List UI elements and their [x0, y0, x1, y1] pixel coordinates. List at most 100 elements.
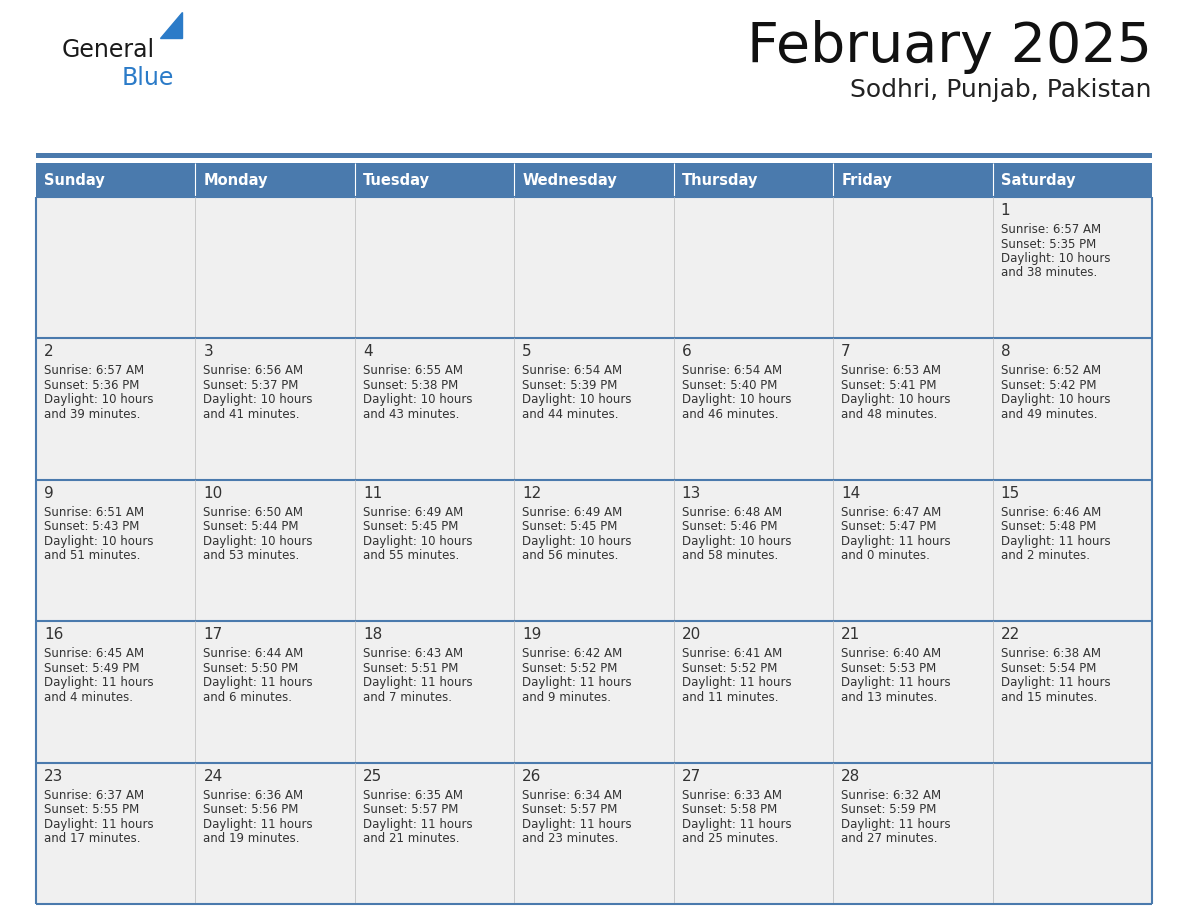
Text: Sunrise: 6:45 AM: Sunrise: 6:45 AM [44, 647, 144, 660]
Text: Daylight: 10 hours: Daylight: 10 hours [44, 535, 153, 548]
Bar [355, 339, 514, 480]
Text: Daylight: 11 hours: Daylight: 11 hours [362, 818, 473, 831]
Text: Sunrise: 6:54 AM: Sunrise: 6:54 AM [682, 364, 782, 377]
Bar [833, 480, 992, 621]
Bar [833, 763, 992, 904]
Text: Sunrise: 6:44 AM: Sunrise: 6:44 AM [203, 647, 304, 660]
Text: Sunrise: 6:32 AM: Sunrise: 6:32 AM [841, 789, 941, 801]
Bar [355, 621, 514, 763]
Text: and 13 minutes.: and 13 minutes. [841, 690, 937, 704]
Bar [833, 339, 992, 480]
Text: Sunrise: 6:48 AM: Sunrise: 6:48 AM [682, 506, 782, 519]
Text: Sunrise: 6:49 AM: Sunrise: 6:49 AM [523, 506, 623, 519]
Text: Sunset: 5:49 PM: Sunset: 5:49 PM [44, 662, 139, 675]
Bar [355, 763, 514, 904]
Bar [674, 480, 833, 621]
Text: and 21 minutes.: and 21 minutes. [362, 832, 460, 845]
Bar [36, 197, 196, 339]
Text: 22: 22 [1000, 627, 1019, 643]
Bar [674, 621, 833, 763]
Text: Sunrise: 6:55 AM: Sunrise: 6:55 AM [362, 364, 463, 377]
Text: Daylight: 11 hours: Daylight: 11 hours [523, 818, 632, 831]
Text: and 43 minutes.: and 43 minutes. [362, 408, 460, 420]
Bar [196, 480, 355, 621]
Text: Sunset: 5:36 PM: Sunset: 5:36 PM [44, 379, 139, 392]
Text: Sunrise: 6:50 AM: Sunrise: 6:50 AM [203, 506, 303, 519]
Text: Sunset: 5:35 PM: Sunset: 5:35 PM [1000, 238, 1095, 251]
Text: and 25 minutes.: and 25 minutes. [682, 832, 778, 845]
Text: Sunset: 5:55 PM: Sunset: 5:55 PM [44, 803, 139, 816]
Text: and 39 minutes.: and 39 minutes. [44, 408, 140, 420]
Text: Blue: Blue [122, 66, 175, 90]
Text: Sunrise: 6:38 AM: Sunrise: 6:38 AM [1000, 647, 1100, 660]
Text: Daylight: 10 hours: Daylight: 10 hours [44, 394, 153, 407]
Text: Sunrise: 6:56 AM: Sunrise: 6:56 AM [203, 364, 304, 377]
Text: 20: 20 [682, 627, 701, 643]
Text: Daylight: 11 hours: Daylight: 11 hours [44, 677, 153, 689]
Text: 6: 6 [682, 344, 691, 360]
Text: Daylight: 11 hours: Daylight: 11 hours [44, 818, 153, 831]
Text: Sunset: 5:41 PM: Sunset: 5:41 PM [841, 379, 936, 392]
Bar [355, 197, 514, 339]
Text: Sunrise: 6:51 AM: Sunrise: 6:51 AM [44, 506, 144, 519]
Text: Daylight: 11 hours: Daylight: 11 hours [523, 677, 632, 689]
Text: 14: 14 [841, 486, 860, 501]
Text: Sunset: 5:43 PM: Sunset: 5:43 PM [44, 521, 139, 533]
Text: Sunrise: 6:52 AM: Sunrise: 6:52 AM [1000, 364, 1101, 377]
Bar [196, 763, 355, 904]
Bar [674, 339, 833, 480]
Text: and 17 minutes.: and 17 minutes. [44, 832, 140, 845]
Text: 23: 23 [44, 768, 63, 784]
Text: Daylight: 11 hours: Daylight: 11 hours [362, 677, 473, 689]
Text: Daylight: 10 hours: Daylight: 10 hours [523, 394, 632, 407]
Text: General: General [62, 38, 156, 62]
Text: Sunrise: 6:49 AM: Sunrise: 6:49 AM [362, 506, 463, 519]
Bar [833, 621, 992, 763]
Text: Daylight: 11 hours: Daylight: 11 hours [682, 677, 791, 689]
Text: and 0 minutes.: and 0 minutes. [841, 549, 930, 563]
Text: and 27 minutes.: and 27 minutes. [841, 832, 937, 845]
Bar [355, 480, 514, 621]
Text: and 2 minutes.: and 2 minutes. [1000, 549, 1089, 563]
Text: Saturday: Saturday [1000, 173, 1075, 187]
Text: Daylight: 11 hours: Daylight: 11 hours [682, 818, 791, 831]
Text: February 2025: February 2025 [747, 20, 1152, 74]
Text: and 4 minutes.: and 4 minutes. [44, 690, 133, 704]
Text: Sunrise: 6:57 AM: Sunrise: 6:57 AM [1000, 223, 1101, 236]
Text: Sunset: 5:59 PM: Sunset: 5:59 PM [841, 803, 936, 816]
Text: Wednesday: Wednesday [523, 173, 617, 187]
Text: Sunset: 5:52 PM: Sunset: 5:52 PM [523, 662, 618, 675]
Bar [196, 339, 355, 480]
Bar [992, 480, 1152, 621]
Text: Sunset: 5:45 PM: Sunset: 5:45 PM [362, 521, 459, 533]
Text: Daylight: 10 hours: Daylight: 10 hours [523, 535, 632, 548]
Bar [196, 621, 355, 763]
Bar [514, 197, 674, 339]
Bar [36, 763, 196, 904]
Text: 7: 7 [841, 344, 851, 360]
Text: 1: 1 [1000, 203, 1010, 218]
Text: and 46 minutes.: and 46 minutes. [682, 408, 778, 420]
Text: Daylight: 10 hours: Daylight: 10 hours [682, 535, 791, 548]
Bar [36, 339, 196, 480]
Text: Sunrise: 6:35 AM: Sunrise: 6:35 AM [362, 789, 463, 801]
Text: Sunrise: 6:40 AM: Sunrise: 6:40 AM [841, 647, 941, 660]
Bar [992, 339, 1152, 480]
Text: Sunset: 5:39 PM: Sunset: 5:39 PM [523, 379, 618, 392]
Text: Sunrise: 6:43 AM: Sunrise: 6:43 AM [362, 647, 463, 660]
Text: and 23 minutes.: and 23 minutes. [523, 832, 619, 845]
Text: Daylight: 11 hours: Daylight: 11 hours [1000, 677, 1111, 689]
Polygon shape [160, 12, 182, 38]
Text: Daylight: 11 hours: Daylight: 11 hours [1000, 535, 1111, 548]
Text: Daylight: 10 hours: Daylight: 10 hours [682, 394, 791, 407]
Text: Daylight: 10 hours: Daylight: 10 hours [1000, 252, 1110, 265]
Text: Sunrise: 6:33 AM: Sunrise: 6:33 AM [682, 789, 782, 801]
Bar [36, 480, 196, 621]
Text: Sunrise: 6:57 AM: Sunrise: 6:57 AM [44, 364, 144, 377]
Text: Daylight: 11 hours: Daylight: 11 hours [203, 677, 314, 689]
Bar [833, 197, 992, 339]
Text: 11: 11 [362, 486, 383, 501]
Text: 24: 24 [203, 768, 222, 784]
Text: Sunset: 5:53 PM: Sunset: 5:53 PM [841, 662, 936, 675]
Text: and 48 minutes.: and 48 minutes. [841, 408, 937, 420]
